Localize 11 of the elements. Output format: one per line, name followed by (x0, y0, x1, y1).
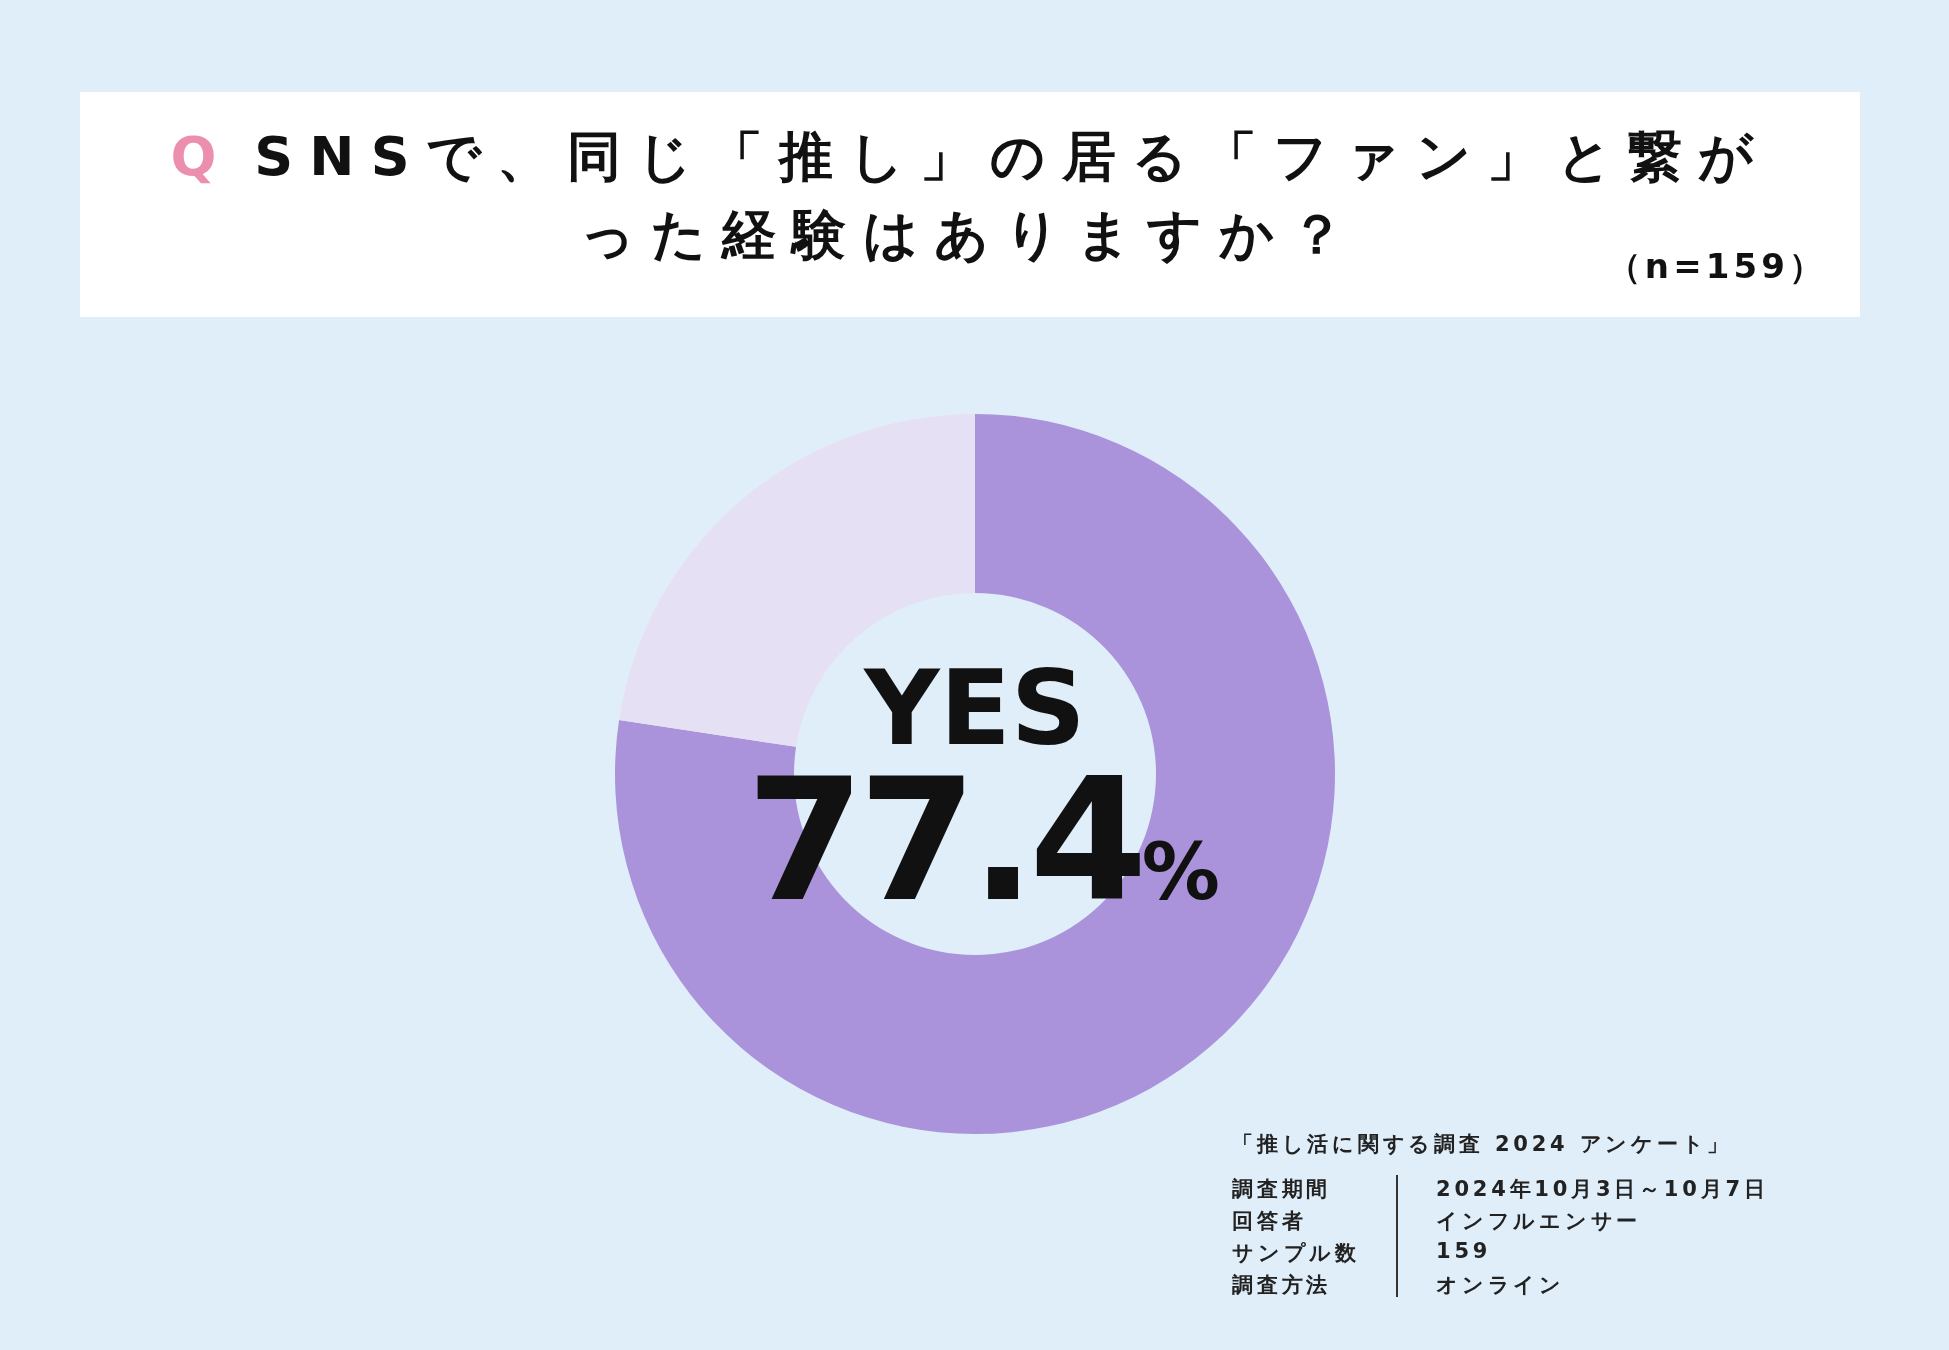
text: オンライン (1436, 1272, 1565, 1299)
text: 2024年10月3日～10月7日 (1436, 1176, 1769, 1203)
text: インフルエンサー (1436, 1208, 1642, 1235)
text: 調査期間 (1232, 1176, 1332, 1203)
text: サンプル数 (1232, 1240, 1360, 1267)
text: 159 (1436, 1239, 1492, 1263)
text: 調査方法 (1232, 1272, 1332, 1299)
text: （n=159） (1606, 245, 1827, 288)
text: 「推し活に関する調査 2024 アンケート」 (1232, 1131, 1733, 1158)
text: 回答者 (1232, 1208, 1307, 1235)
donut-slice (615, 414, 1335, 1134)
